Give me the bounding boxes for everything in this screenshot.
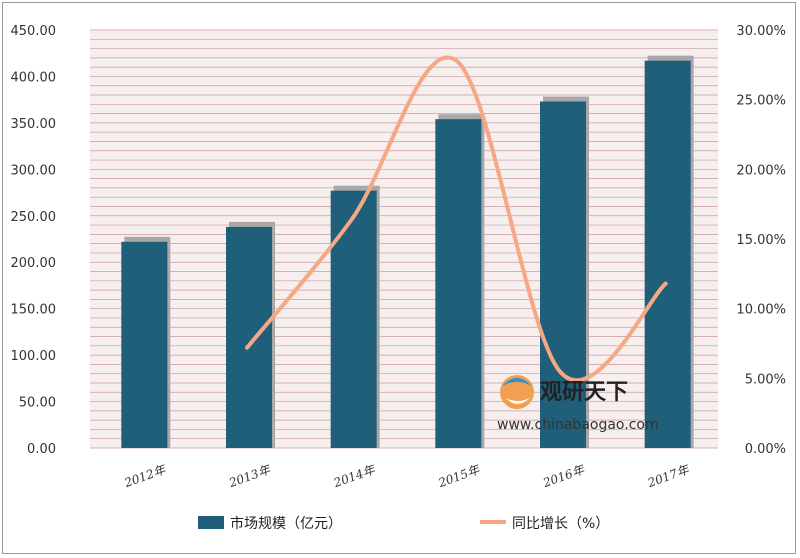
x-tick: 2013年 <box>226 462 274 491</box>
y-left-tick: 100.00 <box>11 349 57 364</box>
legend: 市场规模（亿元） 同比增长（%） <box>198 515 609 532</box>
bar <box>330 190 377 448</box>
watermark: 观研天下 www.chinabaogao.com <box>497 375 659 433</box>
y-left-tick: 150.00 <box>11 303 57 318</box>
legend-bar-label: 市场规模（亿元） <box>230 515 342 532</box>
watermark-logo <box>500 375 534 409</box>
x-tick: 2017年 <box>645 462 693 491</box>
y-right-tick: 15.00% <box>736 233 786 248</box>
bar <box>644 60 691 449</box>
y-left-tick: 450.00 <box>11 24 57 39</box>
y-right-tick: 20.00% <box>736 163 786 178</box>
y-left-tick: 300.00 <box>11 163 57 178</box>
bar <box>226 226 272 448</box>
y-left-tick: 200.00 <box>11 256 57 271</box>
y-right-tick: 0.00% <box>745 442 786 457</box>
watermark-brand: 观研天下 <box>540 380 628 405</box>
bar <box>435 119 482 448</box>
x-tick: 2012年 <box>122 462 170 491</box>
x-tick: 2016年 <box>540 462 588 491</box>
y-left-tick: 50.00 <box>19 396 56 411</box>
y-right-tick: 10.00% <box>736 303 786 318</box>
bar <box>540 101 586 448</box>
growth-line <box>245 55 668 383</box>
y-left-tick: 250.00 <box>11 210 57 225</box>
y-left-tick: 0.00 <box>27 442 56 457</box>
y-right-tick: 25.00% <box>736 94 786 109</box>
watermark-url: www.chinabaogao.com <box>497 417 659 433</box>
y-left-tick: 350.00 <box>11 117 57 132</box>
y-right-tick: 5.00% <box>745 372 786 387</box>
legend-line-label: 同比增长（%） <box>512 516 609 532</box>
x-tick: 2015年 <box>436 462 484 491</box>
x-tick: 2014年 <box>331 462 379 491</box>
y-right-tick: 30.00% <box>736 24 786 39</box>
plot-area <box>90 30 718 448</box>
y-left-tick: 400.00 <box>11 70 57 85</box>
bar <box>121 241 168 448</box>
legend-bar-swatch <box>198 516 224 529</box>
